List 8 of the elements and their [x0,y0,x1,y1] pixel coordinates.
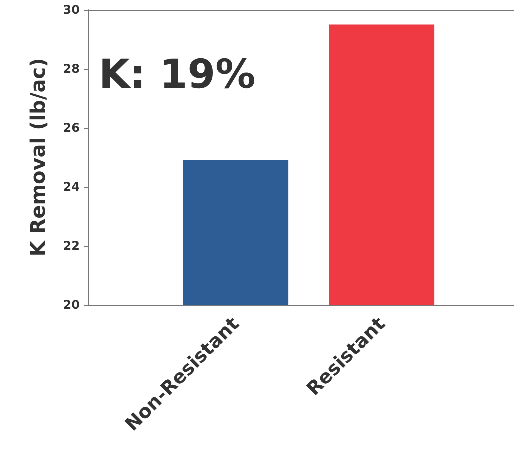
y-tick-label: 28 [63,62,80,76]
y-tick-label: 24 [63,180,80,194]
y-tick-label: 20 [63,298,80,312]
y-tick-label: 30 [63,3,80,17]
y-tick-label: 22 [63,239,80,253]
y-axis-title: K Removal (lb/ac) [26,58,50,257]
y-tick-label: 26 [63,121,80,135]
annotation: K: 19% [99,52,256,98]
